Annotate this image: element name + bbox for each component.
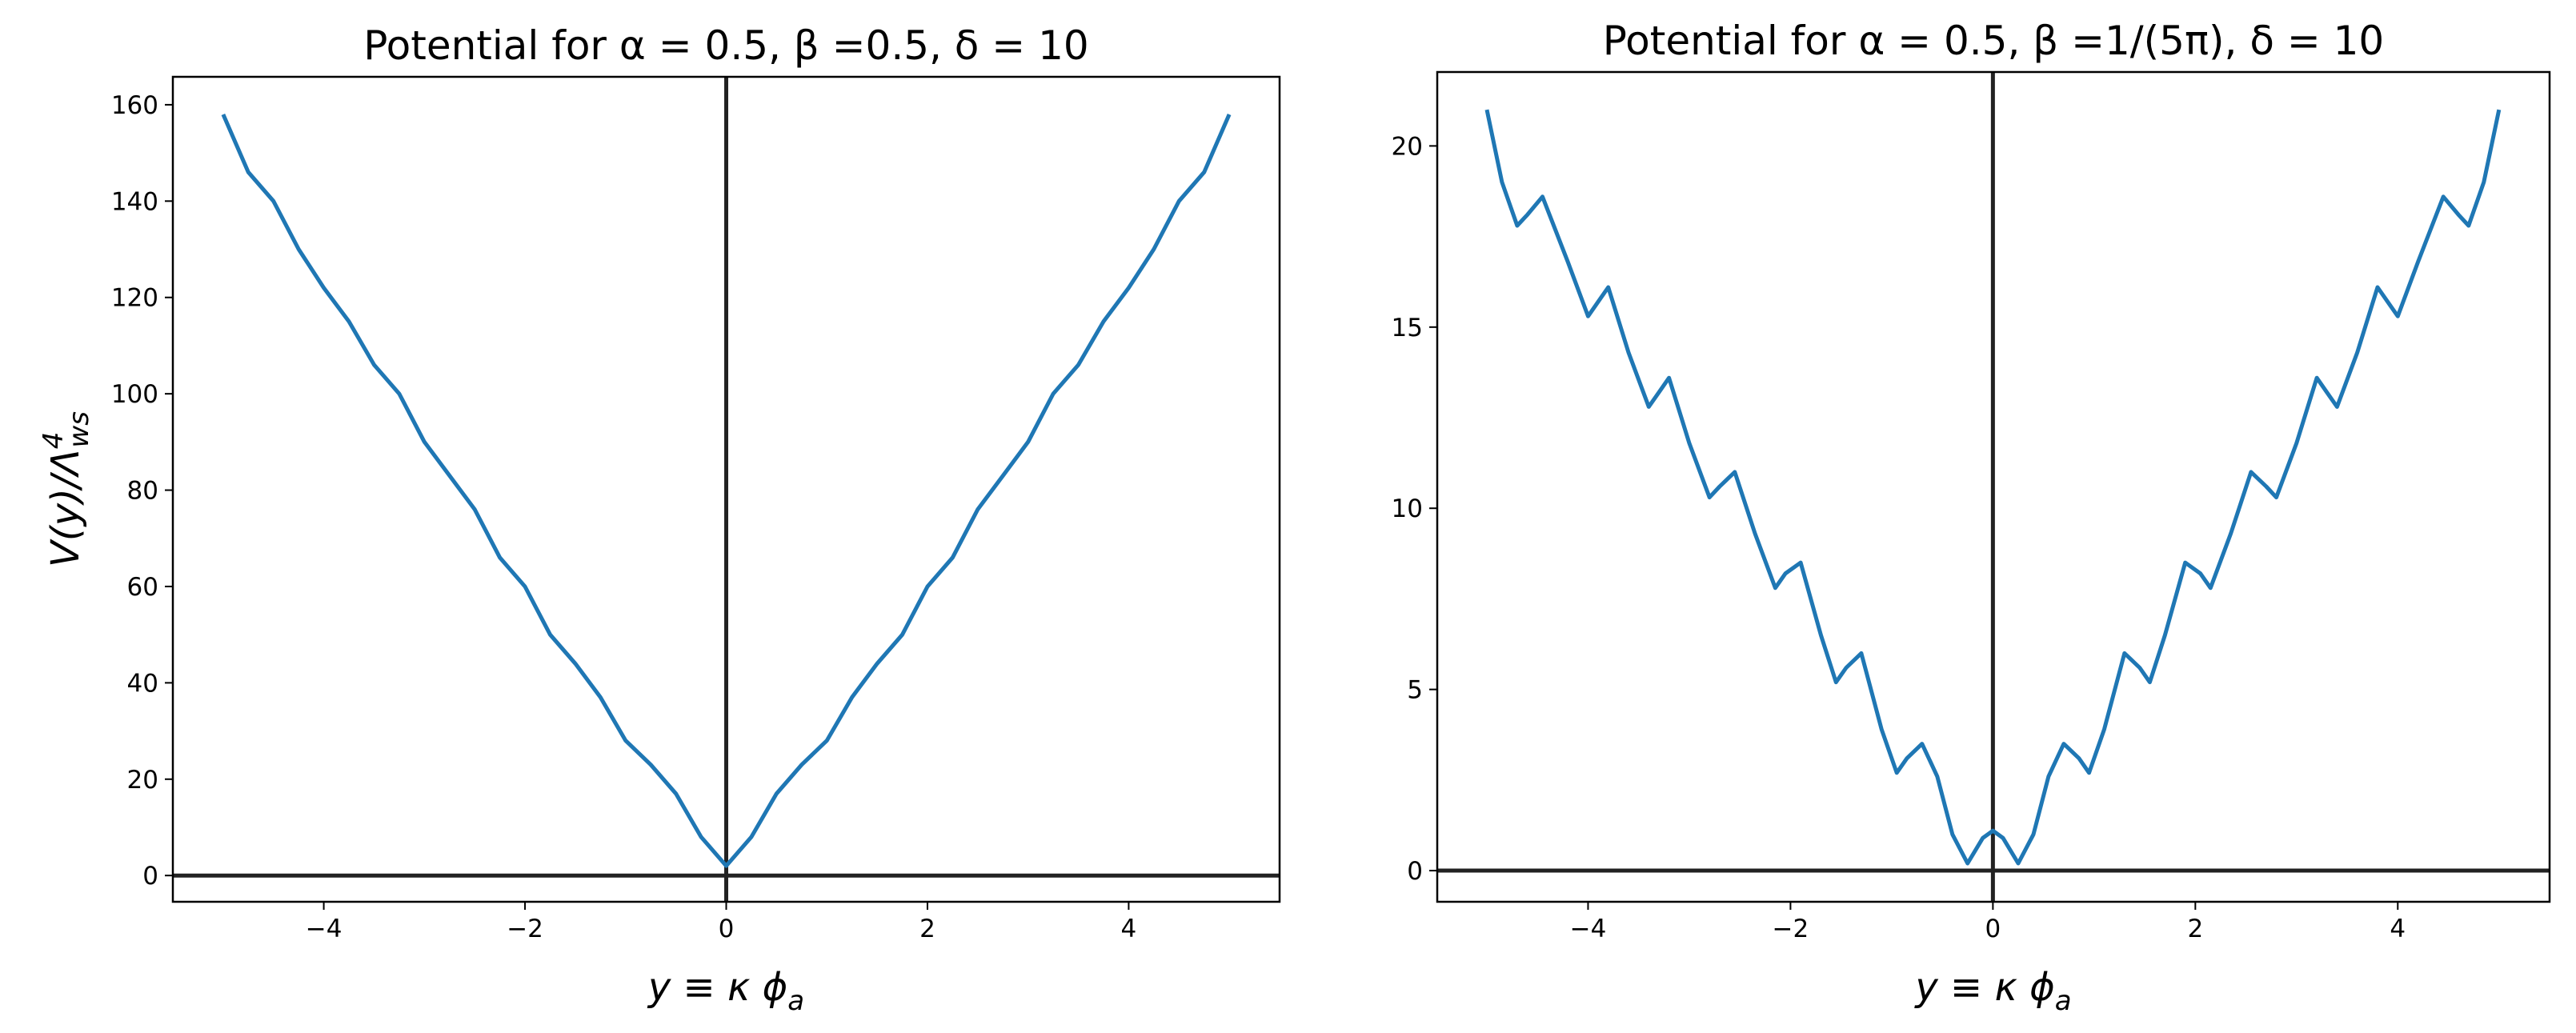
line-series (1484, 109, 2502, 866)
x-axis-label-sub: a (2055, 985, 2072, 1017)
x-tick-label: 0 (719, 915, 735, 943)
axes-frame (171, 75, 1281, 903)
chart-title: Potential for α = 0.5, β =1/(5π), δ = 10 (1603, 18, 2385, 64)
x-tick-label: 2 (2187, 915, 2203, 943)
y-tick-label: 40 (127, 669, 158, 698)
x-tick-label: −2 (1773, 915, 1809, 943)
x-tick-label: −2 (507, 915, 543, 943)
y-tick-label: 140 (111, 187, 158, 216)
y-tick-label: 15 (1392, 314, 1423, 342)
y-tick-label: 0 (142, 862, 158, 891)
x-axis-label: y ≡ κ ϕa (1913, 965, 2071, 1017)
y-tick-label: 5 (1407, 676, 1423, 705)
y-axis-label-sub: ws (63, 411, 95, 448)
x-tick-label: 0 (1985, 915, 2001, 943)
y-axis-label-sup: 4 (38, 432, 70, 450)
y-tick-label: 10 (1392, 494, 1423, 523)
x-tick-label: 4 (1121, 915, 1137, 943)
y-tick-label: 0 (1407, 857, 1423, 886)
x-tick-label: −4 (306, 915, 343, 943)
y-tick-label: 60 (127, 573, 158, 602)
line-series (221, 114, 1232, 868)
x-axis-label-main: y ≡ κ ϕ (1913, 965, 2054, 1010)
y-tick-label: 100 (111, 380, 158, 409)
y-tick-label: 20 (127, 766, 158, 795)
x-axis-label: y ≡ κ ϕa (647, 965, 804, 1017)
axes-frame (1436, 70, 2551, 903)
chart-panel: −4 −2 0 2 4 0 5 10 15 20 Potential for α = 0.5, β … (1392, 18, 2551, 1017)
y-tick-label: 160 (111, 91, 158, 120)
x-tick-label: −4 (1570, 915, 1607, 943)
y-tick-label: 80 (127, 477, 158, 506)
y-axis-label: V(y)/Λ4ws (38, 411, 95, 567)
y-tick-label: 20 (1392, 132, 1423, 161)
x-tick-label: 2 (919, 915, 935, 943)
x-axis-label-main: y ≡ κ ϕ (647, 965, 787, 1010)
y-tick-label: 120 (111, 284, 158, 313)
chart-title: Potential for α = 0.5, β =0.5, δ = 10 (363, 22, 1088, 69)
x-axis-label-sub: a (787, 985, 804, 1017)
x-tick-label: 4 (2390, 915, 2406, 943)
y-axis-label-main: V(y)/Λ (43, 449, 88, 567)
